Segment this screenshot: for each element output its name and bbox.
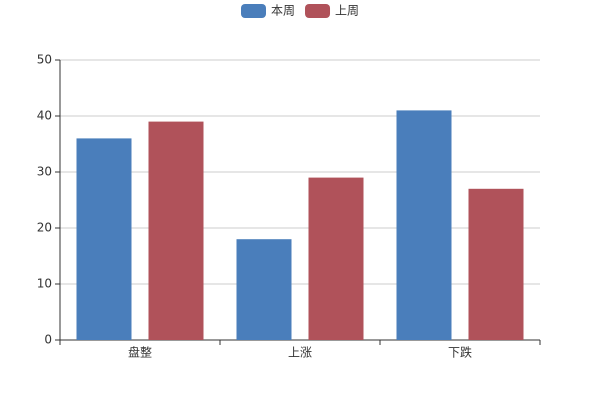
x-tick-label: 上涨 [288,345,312,360]
bar [236,239,292,340]
legend-swatch [305,4,331,18]
legend: 本周 上周 [241,4,359,18]
legend-label: 本周 [271,4,295,18]
y-tick-label: 10 [37,277,52,291]
bar [76,138,132,340]
bar [148,121,204,340]
bar [308,177,364,340]
x-tick-label: 盘整 [128,345,152,360]
y-tick-label: 0 [44,333,52,347]
y-tick-label: 40 [37,109,52,123]
y-tick-label: 30 [37,165,52,179]
bar [468,188,524,340]
bar [396,110,452,341]
legend-swatch [241,4,266,18]
x-tick-label: 下跌 [448,345,472,360]
legend-label: 上周 [335,4,359,18]
y-tick-label: 50 [37,53,52,67]
y-tick-label: 20 [37,221,52,235]
